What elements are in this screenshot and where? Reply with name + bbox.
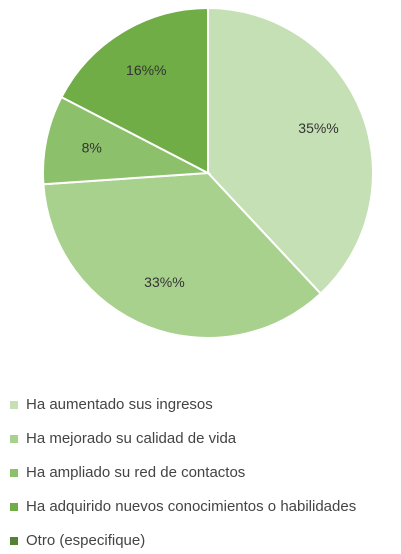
legend-swatch bbox=[10, 401, 18, 409]
legend-swatch bbox=[10, 503, 18, 511]
slice-label: 33%% bbox=[144, 274, 184, 290]
legend-label: Ha mejorado su calidad de vida bbox=[26, 430, 237, 447]
legend-swatch bbox=[10, 537, 18, 545]
legend-swatch bbox=[10, 435, 18, 443]
legend-swatch bbox=[10, 469, 18, 477]
slice-label: 35%% bbox=[298, 120, 338, 136]
pie-slice bbox=[42, 95, 212, 186]
legend-label: Ha ampliado su red de contactos bbox=[26, 464, 245, 481]
slice-label: 8% bbox=[82, 140, 102, 156]
legend-label: Otro (especifique) bbox=[26, 532, 145, 549]
legend-label: Ha aumentado sus ingresos bbox=[26, 396, 213, 413]
pie-slice bbox=[207, 6, 374, 296]
pie-slice bbox=[42, 171, 323, 339]
slice-label: 16%% bbox=[126, 62, 166, 78]
pie-slice bbox=[60, 6, 209, 175]
legend-label: Ha adquirido nuevos conocimientos o habi… bbox=[26, 498, 356, 515]
